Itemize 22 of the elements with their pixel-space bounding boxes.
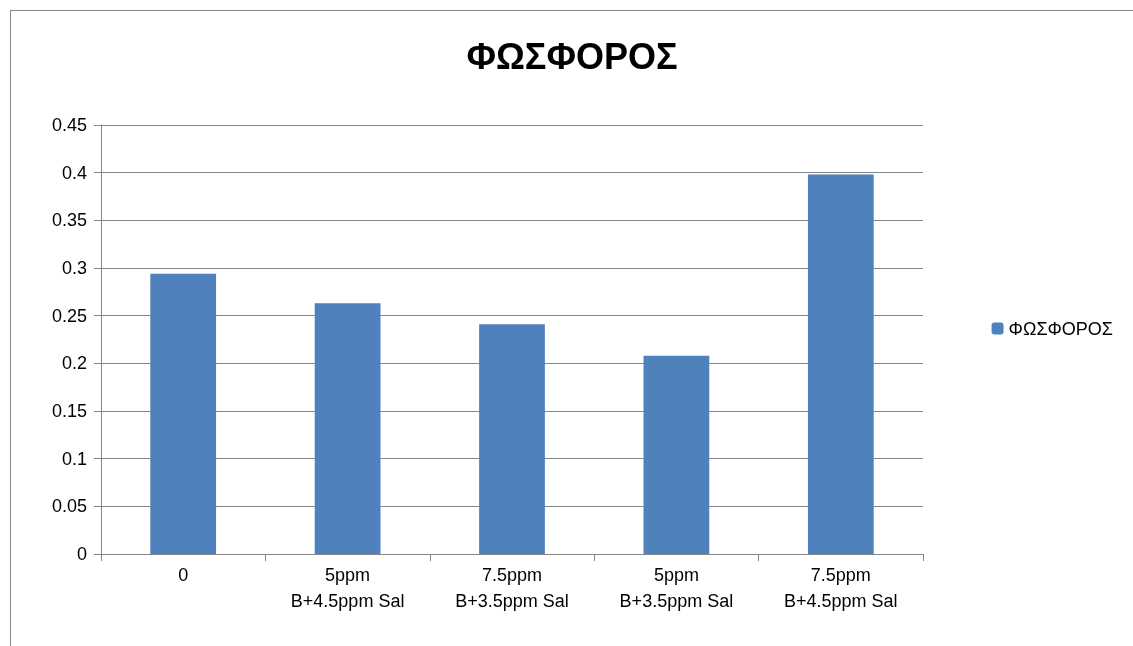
bar [314,303,381,554]
x-tick-label: 7.5ppm B+4.5ppm Sal [784,565,898,611]
y-tick-label: 0.45 [51,115,87,135]
y-tick-label: 0.25 [51,305,87,326]
x-tick-label: 5ppm B+3.5ppm Sal [619,565,734,611]
y-tick-label: 0.05 [51,496,87,517]
y-tick-label: 0.1 [61,448,87,469]
y-tick-label: 0.3 [61,258,87,278]
chart-title: ΦΩΣΦΟΡΟΣ [466,35,678,77]
x-tick-label: 7.5ppm B+3.5ppm Sal [455,565,569,611]
x-tick-label: 0 [178,565,189,585]
y-tick-label: 0.15 [51,401,87,421]
y-tick-label: 0.4 [61,162,87,183]
bar [479,324,545,554]
legend-label: ΦΩΣΦΟΡΟΣ [1008,318,1114,339]
x-tick-label: 5ppm B+4.5ppm Sal [290,565,405,611]
y-tick-label: 0.2 [61,353,87,374]
bar [807,174,874,554]
y-tick-label: 0.35 [51,210,87,231]
bar [643,355,710,554]
y-tick-label: 0 [76,544,87,564]
bar [150,273,217,554]
